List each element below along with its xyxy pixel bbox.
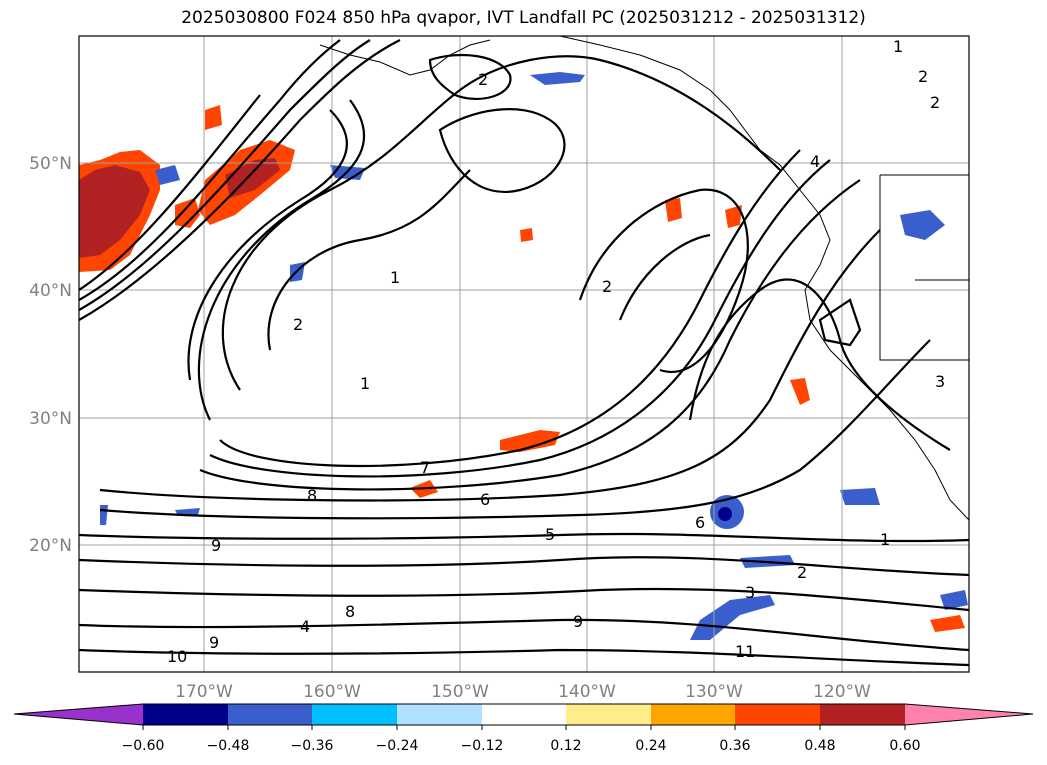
lon-label: 120°W <box>813 682 871 702</box>
colorbar-tick-label: 0.36 <box>719 738 750 754</box>
map-panel <box>79 36 969 672</box>
colorbar-tick-label: −0.60 <box>122 738 165 754</box>
lon-label: 150°W <box>431 682 489 702</box>
contour-label-2: 2 <box>930 93 940 112</box>
colorbar-segment <box>566 704 651 725</box>
contour-label-3: 3 <box>935 372 945 391</box>
colorbar-segment <box>651 704 735 725</box>
map-frame <box>78 35 970 673</box>
contour-label-1: 1 <box>893 37 903 56</box>
colorbar-segment <box>397 704 482 725</box>
colorbar-segment <box>820 704 905 725</box>
colorbar-extend-low <box>14 704 143 725</box>
contour-label-2: 2 <box>797 563 807 582</box>
colorbar-segment <box>228 704 312 725</box>
contour-label-6: 6 <box>480 490 490 509</box>
colorbar-tick-label: 0.12 <box>550 738 581 754</box>
colorbar-tick-label: −0.36 <box>291 738 334 754</box>
map-gridlines <box>79 36 969 672</box>
contour-label-2: 2 <box>918 67 928 86</box>
contour-labels: 2 1 2 2 2 1 1 2 1 2 3 3 4 4 5 6 6 7 8 8 … <box>167 37 945 666</box>
map-title: 2025030800 F024 850 hPa qvapor, IVT Land… <box>181 8 866 28</box>
colorbar: −0.60 −0.48 −0.36 −0.24 −0.12 0.12 0.24 … <box>13 703 1034 754</box>
lat-label: 50°N <box>29 154 72 174</box>
contour-label-1: 1 <box>880 530 890 549</box>
lon-label: 130°W <box>685 682 743 702</box>
lat-label: 30°N <box>29 409 72 429</box>
lat-label: 20°N <box>29 536 72 556</box>
ivt-contours <box>79 39 969 667</box>
lat-label: 40°N <box>29 281 72 301</box>
contour-label-2: 2 <box>293 315 303 334</box>
contour-label-4: 4 <box>810 152 820 171</box>
contour-label-9: 9 <box>211 536 221 555</box>
colorbar-tick-label: −0.12 <box>461 738 504 754</box>
colorbar-tick-label: −0.24 <box>376 738 419 754</box>
longitude-labels: 170°W 160°W 150°W 140°W 130°W 120°W <box>175 682 871 702</box>
colorbar-tick-label: −0.48 <box>207 738 250 754</box>
contour-label-9: 9 <box>209 633 219 652</box>
contour-label-5: 5 <box>545 525 555 544</box>
colorbar-segment <box>143 704 228 725</box>
lon-label: 140°W <box>558 682 616 702</box>
colorbar-tick-label: 0.60 <box>889 738 920 754</box>
contour-label-1: 1 <box>390 268 400 287</box>
contour-label-7: 7 <box>420 458 430 477</box>
latitude-labels: 50°N 40°N 30°N 20°N <box>29 154 72 556</box>
contour-label-9: 9 <box>573 612 583 631</box>
colorbar-tick-label: 0.48 <box>804 738 835 754</box>
lon-label: 170°W <box>175 682 233 702</box>
contour-label-8: 8 <box>307 486 317 505</box>
contour-label-2: 2 <box>602 277 612 296</box>
colorbar-segment <box>482 704 566 725</box>
colorbar-segment <box>312 704 397 725</box>
contour-label-2: 2 <box>478 70 488 89</box>
colorbar-tick-label: 0.24 <box>635 738 666 754</box>
contour-label-11: 11 <box>735 642 755 661</box>
contour-label-3: 3 <box>745 583 755 602</box>
contour-label-4: 4 <box>300 617 310 636</box>
colorbar-segment <box>735 704 820 725</box>
coastlines <box>319 36 969 521</box>
colorbar-extend-high <box>905 704 1033 725</box>
contour-label-6: 6 <box>695 513 705 532</box>
contour-label-10: 10 <box>167 647 187 666</box>
contour-label-1: 1 <box>360 374 370 393</box>
lon-label: 160°W <box>303 682 361 702</box>
contour-label-8: 8 <box>345 602 355 621</box>
